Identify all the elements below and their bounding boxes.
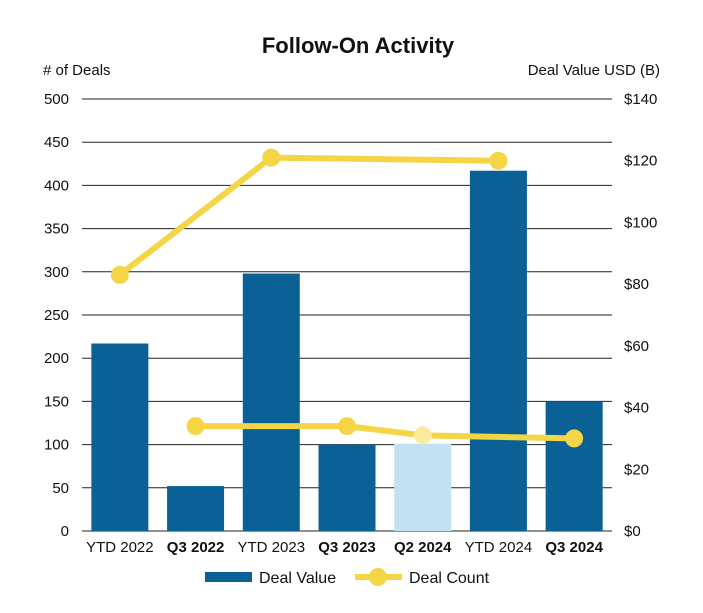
category-label: YTD 2022 bbox=[86, 539, 154, 556]
deal-value-bar bbox=[167, 486, 225, 531]
right-tick-label: $80 bbox=[624, 276, 649, 293]
left-tick-label: 300 bbox=[44, 264, 69, 281]
right-tick-label: $0 bbox=[624, 523, 641, 540]
deal-count-marker bbox=[413, 426, 432, 445]
deal-count-line bbox=[116, 154, 502, 278]
left-tick-label: 100 bbox=[44, 437, 69, 454]
left-tick-label: 350 bbox=[44, 221, 69, 238]
right-tick-label: $140 bbox=[624, 91, 657, 108]
right-tick-label: $20 bbox=[624, 461, 649, 478]
left-tick-label: 400 bbox=[44, 177, 69, 194]
deal-count-marker bbox=[110, 265, 129, 284]
category-label: Q3 2024 bbox=[545, 539, 603, 556]
deal-count-marker bbox=[262, 148, 281, 167]
left-tick-label: 450 bbox=[44, 134, 69, 151]
deal-value-bar bbox=[318, 444, 376, 531]
category-label: Q3 2022 bbox=[167, 539, 225, 556]
right-axis-title: Deal Value USD (B) bbox=[528, 62, 660, 79]
left-tick-label: 0 bbox=[61, 523, 69, 540]
category-label: YTD 2024 bbox=[465, 539, 533, 556]
deal-count-lines bbox=[110, 148, 584, 448]
deal-value-bar bbox=[545, 401, 603, 531]
deal-count-marker bbox=[338, 417, 356, 436]
left-tick-label: 50 bbox=[52, 480, 69, 497]
deal-count-marker bbox=[186, 417, 205, 436]
legend-deal-count-marker bbox=[369, 568, 387, 586]
right-axis-ticks: $0 $20 $40 $60 $80 $100 $120 $140 bbox=[624, 91, 657, 540]
left-axis-ticks: 0 50 100 150 200 250 300 350 400 450 500 bbox=[44, 91, 69, 540]
category-label: Q2 2024 bbox=[394, 539, 452, 556]
deal-value-bar bbox=[469, 170, 527, 531]
right-tick-label: $60 bbox=[624, 338, 649, 355]
deal-value-bar bbox=[394, 443, 452, 531]
category-label: YTD 2023 bbox=[238, 539, 306, 556]
right-tick-label: $100 bbox=[624, 214, 657, 231]
deal-count-marker bbox=[565, 429, 584, 448]
right-tick-label: $120 bbox=[624, 153, 657, 170]
legend-deal-value-swatch bbox=[205, 572, 252, 582]
deal-value-bars bbox=[91, 170, 603, 531]
chart-title: Follow-On Activity bbox=[262, 33, 455, 58]
left-tick-label: 250 bbox=[44, 307, 69, 324]
category-label: Q3 2023 bbox=[318, 539, 376, 556]
left-tick-label: 500 bbox=[44, 91, 69, 108]
deal-count-line bbox=[192, 423, 578, 442]
right-tick-label: $40 bbox=[624, 400, 649, 417]
legend-deal-value-label: Deal Value bbox=[259, 570, 336, 587]
category-labels: YTD 2022 Q3 2022 YTD 2023 Q3 2023 Q2 2024 YTD… bbox=[86, 539, 603, 556]
deal-value-bar bbox=[91, 343, 149, 531]
left-tick-label: 200 bbox=[44, 350, 69, 367]
deal-value-bar bbox=[242, 273, 300, 531]
left-axis-title: # of Deals bbox=[43, 62, 111, 79]
legend: Deal Value Deal Count bbox=[205, 568, 490, 587]
left-tick-label: 150 bbox=[44, 393, 69, 410]
deal-count-marker bbox=[489, 151, 508, 170]
legend-deal-count-label: Deal Count bbox=[409, 570, 490, 587]
